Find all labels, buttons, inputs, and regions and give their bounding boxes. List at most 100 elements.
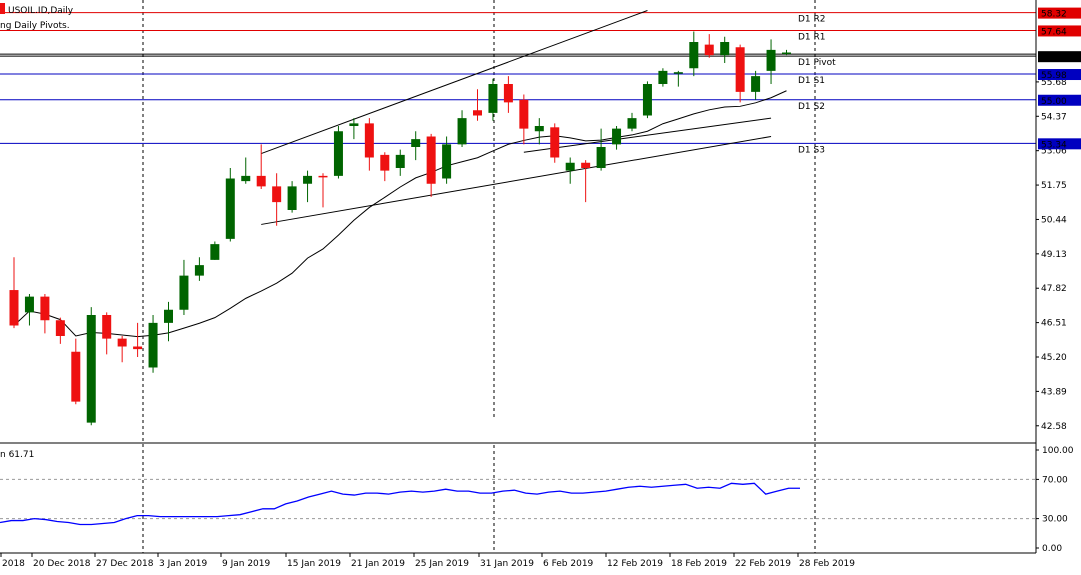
pivot-label: D1 R2 xyxy=(798,15,826,25)
candle-body xyxy=(9,290,19,326)
candle-body xyxy=(318,175,328,178)
date-label: 28 Feb 2019 xyxy=(799,559,855,569)
candle-body xyxy=(133,346,143,350)
candle-body xyxy=(194,265,204,276)
date-label: 22 Feb 2019 xyxy=(735,559,791,569)
candle-body xyxy=(673,72,683,74)
trendline xyxy=(261,136,772,225)
candle-body xyxy=(488,84,498,113)
candle-body xyxy=(24,296,34,313)
price-tick-label: 50.44 xyxy=(1041,215,1067,225)
candle-body xyxy=(766,49,776,71)
grid-layer xyxy=(142,0,816,553)
price-tag-label: 53.34 xyxy=(1041,140,1067,150)
candle-body xyxy=(782,52,791,54)
price-tick-label: 46.51 xyxy=(1041,319,1067,329)
date-label: 3 Jan 2019 xyxy=(159,559,207,569)
price-tag xyxy=(1038,94,1081,106)
candle-body xyxy=(86,315,96,423)
date-label: 21 Jan 2019 xyxy=(351,559,405,569)
date-label: 2018 xyxy=(2,559,25,569)
date-label: 12 Feb 2019 xyxy=(607,559,663,569)
candle-body xyxy=(333,131,343,176)
price-tick-label: 51.75 xyxy=(1041,181,1067,191)
pivot-label: D1 S2 xyxy=(798,102,825,112)
candle-body xyxy=(364,123,374,158)
candle-body xyxy=(71,351,81,402)
candle-body xyxy=(55,320,65,336)
price-tag-label: 55.98 xyxy=(1041,71,1067,81)
candle-body xyxy=(164,309,173,323)
price-tick-label: 54.37 xyxy=(1041,112,1067,122)
price-tick-label: 55.68 xyxy=(1041,78,1067,88)
candle-body xyxy=(457,118,467,145)
rsi-layer xyxy=(0,478,1036,526)
price-tick-label: 42.58 xyxy=(1041,422,1067,432)
pivot-label: D1 S3 xyxy=(798,145,825,155)
price-tick-label: 49.13 xyxy=(1041,250,1067,260)
price-tag-label: 56.66 xyxy=(1041,53,1067,63)
rsi-line xyxy=(0,482,800,526)
candle-body xyxy=(751,76,761,92)
candle-body xyxy=(519,99,529,129)
price-tag-label: 58.32 xyxy=(1041,10,1067,20)
price-tag xyxy=(1038,69,1081,81)
candle-body xyxy=(303,175,313,184)
candle-body xyxy=(642,84,652,116)
date-label: 31 Jan 2019 xyxy=(480,559,534,569)
candle-body xyxy=(503,84,513,103)
pivot-lines-layer: D1 R2 D1 R1 D1 Pivot D1 S1 D1 S2 D1 S3 xyxy=(0,12,1036,155)
candle-body xyxy=(225,178,235,239)
candle-body xyxy=(720,42,730,56)
candle-body xyxy=(287,186,297,210)
candle-body xyxy=(349,123,359,126)
trendline xyxy=(261,10,648,155)
price-tick-label: 47.82 xyxy=(1041,284,1067,294)
date-label: 18 Feb 2019 xyxy=(671,559,727,569)
pivot-label: D1 R1 xyxy=(798,32,826,42)
trendlines-layer xyxy=(13,10,787,338)
price-tick-label: 45.20 xyxy=(1041,353,1067,363)
candle-body xyxy=(565,162,575,171)
date-label: 6 Feb 2019 xyxy=(543,559,594,569)
date-label: 9 Jan 2019 xyxy=(222,559,270,569)
moving-average-line xyxy=(13,90,787,338)
candle-body xyxy=(411,139,421,147)
date-label: 25 Jan 2019 xyxy=(415,559,469,569)
candle-body xyxy=(550,127,560,158)
price-tag xyxy=(1038,138,1081,150)
candle-body xyxy=(395,154,405,168)
candle-body xyxy=(148,322,158,368)
candle-body xyxy=(534,126,544,132)
candle-body xyxy=(596,147,606,168)
candle-body xyxy=(256,175,266,187)
candle-body xyxy=(627,118,637,129)
rsi-tick-label: 30.00 xyxy=(1042,515,1068,525)
candle-body xyxy=(102,315,112,339)
date-label: 20 Dec 2018 xyxy=(33,559,91,569)
price-tag xyxy=(1038,51,1081,63)
pivot-label: D1 S1 xyxy=(798,76,825,86)
rsi-tick-label: 70.00 xyxy=(1042,475,1068,485)
candle-body xyxy=(442,144,452,179)
candle-body xyxy=(380,154,390,171)
candle-body xyxy=(704,44,714,56)
candle-body xyxy=(689,42,699,69)
date-label: 27 Dec 2018 xyxy=(96,559,154,569)
candle-body xyxy=(40,296,50,321)
candle-body xyxy=(210,244,220,260)
candle-body xyxy=(117,338,127,347)
rsi-tick-label: 100.00 xyxy=(1042,446,1074,456)
candle-body xyxy=(272,186,282,203)
trendline xyxy=(523,117,772,153)
price-tag xyxy=(1038,25,1081,37)
price-tags-layer: 58.32 57.64 56.66 55.98 55.00 53.34 xyxy=(1038,7,1081,150)
candle-body xyxy=(658,70,668,84)
candles-layer xyxy=(9,31,791,426)
candle-body xyxy=(581,162,591,168)
candle-body xyxy=(735,47,745,92)
candle-body xyxy=(241,175,251,182)
price-tick-label: 53.06 xyxy=(1041,147,1067,157)
